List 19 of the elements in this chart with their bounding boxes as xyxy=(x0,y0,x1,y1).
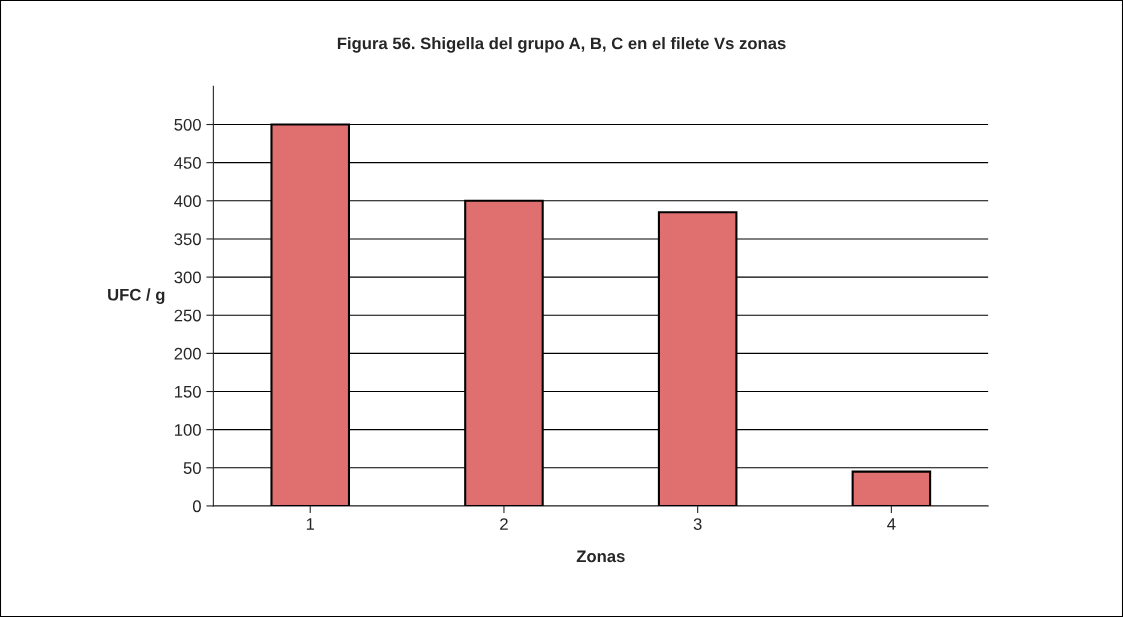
y-tick-label: 250 xyxy=(174,309,201,322)
y-tick-label: 400 xyxy=(174,195,201,208)
y-tick-label: 350 xyxy=(174,233,201,246)
y-tick-label: 50 xyxy=(183,462,201,474)
x-tick-label: 3 xyxy=(693,518,702,530)
y-tick-label: 450 xyxy=(174,157,201,169)
chart-title: Figura 56. Shigella del grupo A, B, C en el filete Vs zonas xyxy=(337,37,786,53)
x-tick-label: 2 xyxy=(500,518,508,530)
y-tick-label: 500 xyxy=(174,118,201,131)
bar xyxy=(851,470,932,506)
y-axis-title: UFC / g xyxy=(108,288,165,304)
x-tick-label: 1 xyxy=(306,518,315,530)
y-tick-label: 300 xyxy=(174,271,201,284)
y-tick-label: 150 xyxy=(175,385,201,398)
x-tick-label: 4 xyxy=(887,518,896,530)
y-tick-label: 200 xyxy=(174,347,201,360)
y-tick-label: 0 xyxy=(192,500,201,513)
y-tick-label: 100 xyxy=(175,424,201,436)
x-axis-title: Zonas xyxy=(576,550,625,563)
